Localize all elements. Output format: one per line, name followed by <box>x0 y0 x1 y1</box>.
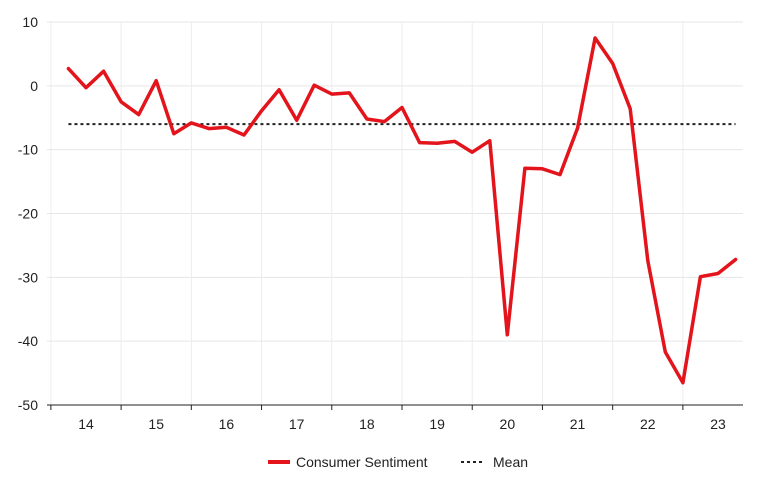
y-tick-label: -30 <box>18 269 38 285</box>
x-tick-label: 16 <box>219 416 235 432</box>
grid <box>47 21 743 406</box>
x-tick-label: 15 <box>148 416 164 432</box>
legend-label-mean: Mean <box>493 454 528 470</box>
y-tick-label: 0 <box>30 78 38 94</box>
x-tick-label: 14 <box>78 416 94 432</box>
y-tick-label: 10 <box>22 14 38 30</box>
y-tick-label: -40 <box>18 333 38 349</box>
x-tick-label: 20 <box>500 416 516 432</box>
x-tick-label: 18 <box>359 416 375 432</box>
x-tick-label: 23 <box>710 416 726 432</box>
legend: Consumer Sentiment Mean <box>268 454 528 470</box>
y-tick-label: -50 <box>18 397 38 413</box>
axes: 10 0 -10 -20 -30 -40 -50 14 15 16 17 18 19 20 21 22 23 <box>18 14 743 432</box>
legend-label-consumer-sentiment: Consumer Sentiment <box>296 454 428 470</box>
x-tick-label: 22 <box>640 416 656 432</box>
y-tick-label: -20 <box>18 206 38 222</box>
series <box>66 36 738 385</box>
y-tick-label: -10 <box>18 142 38 158</box>
x-tick-label: 17 <box>289 416 305 432</box>
x-tick-label: 19 <box>429 416 445 432</box>
x-tick-label: 21 <box>570 416 586 432</box>
series-line-consumer-sentiment <box>66 36 738 385</box>
